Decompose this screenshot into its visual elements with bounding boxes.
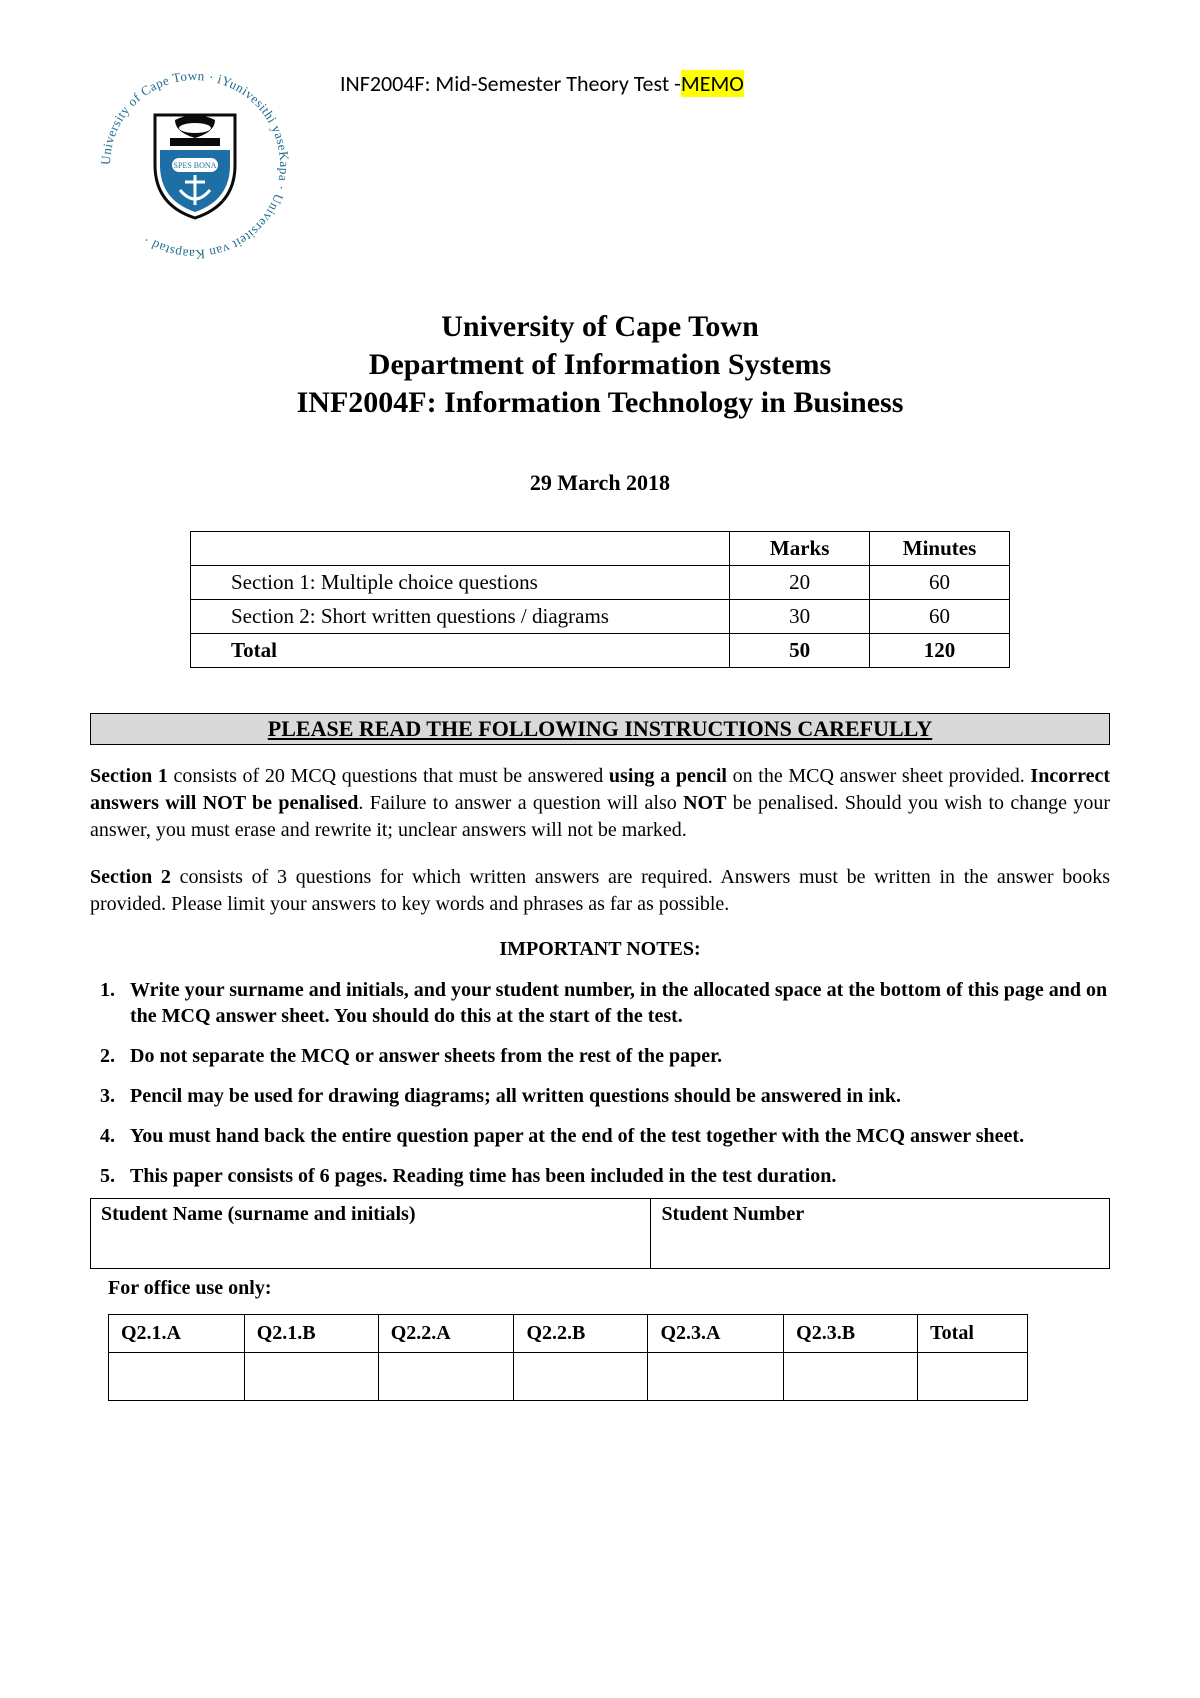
office-header-row: Q2.1.A Q2.1.B Q2.2.A Q2.2.B Q2.3.A Q2.3.… [109, 1315, 1028, 1353]
office-col: Q2.2.B [514, 1315, 648, 1353]
svg-text:SPES BONA: SPES BONA [174, 161, 217, 170]
marks-cell: 20 [730, 566, 870, 600]
total-minutes: 120 [870, 634, 1010, 668]
office-use-table: Q2.1.A Q2.1.B Q2.2.A Q2.2.B Q2.3.A Q2.3.… [108, 1314, 1028, 1401]
list-item: Pencil may be used for drawing diagrams;… [120, 1083, 1110, 1109]
title-block: University of Cape Town Department of In… [90, 310, 1110, 420]
section2-bold: Section 2 [90, 866, 171, 888]
office-col: Q2.3.B [784, 1315, 918, 1353]
office-col: Q2.1.B [244, 1315, 378, 1353]
total-marks: 50 [730, 634, 870, 668]
section-label: Section 2: Short written questions / dia… [191, 600, 730, 634]
office-col: Q2.3.A [648, 1315, 784, 1353]
office-col: Total [918, 1315, 1028, 1353]
section2-paragraph: Section 2 consists of 3 questions for wh… [90, 864, 1110, 918]
student-number-cell: Student Number [651, 1199, 1110, 1269]
section1-paragraph: Section 1 consists of 20 MCQ questions t… [90, 763, 1110, 844]
minutes-header: Minutes [870, 532, 1010, 566]
list-item: You must hand back the entire question p… [120, 1123, 1110, 1149]
marks-table: Marks Minutes Section 1: Multiple choice… [190, 531, 1010, 668]
office-col: Q2.2.A [378, 1315, 514, 1353]
shield-icon: SPES BONA [150, 110, 240, 220]
title-line-3: INF2004F: Information Technology in Busi… [90, 386, 1110, 420]
exam-date: 29 March 2018 [90, 470, 1110, 496]
list-item: Do not separate the MCQ or answer sheets… [120, 1043, 1110, 1069]
marks-table-header-row: Marks Minutes [191, 532, 1010, 566]
list-item: This paper consists of 6 pages. Reading … [120, 1163, 1110, 1189]
document-header: University of Cape Town · iYunivesithi y… [90, 60, 1110, 270]
title-line-1: University of Cape Town [90, 310, 1110, 344]
table-row: Section 1: Multiple choice questions 20 … [191, 566, 1010, 600]
table-total-row: Total 50 120 [191, 634, 1010, 668]
student-info-table: Student Name (surname and initials) Stud… [90, 1198, 1110, 1269]
instructions-heading: PLEASE READ THE FOLLOWING INSTRUCTIONS C… [90, 713, 1110, 745]
minutes-cell: 60 [870, 566, 1010, 600]
student-name-cell: Student Name (surname and initials) [91, 1199, 651, 1269]
total-label: Total [191, 634, 730, 668]
office-empty-row [109, 1353, 1028, 1401]
title-line-2: Department of Information Systems [90, 348, 1110, 382]
minutes-cell: 60 [870, 600, 1010, 634]
list-item: Write your surname and initials, and you… [120, 977, 1110, 1029]
section-label: Section 1: Multiple choice questions [191, 566, 730, 600]
important-notes-heading: IMPORTANT NOTES: [90, 938, 1110, 961]
marks-header: Marks [730, 532, 870, 566]
section1-bold: Section 1 [90, 765, 168, 787]
office-col: Q2.1.A [109, 1315, 245, 1353]
header-course-title: INF2004F: Mid-Semester Theory Test -MEMO [340, 70, 744, 97]
office-use-label: For office use only: [108, 1277, 1110, 1300]
table-row: Section 2: Short written questions / dia… [191, 600, 1010, 634]
memo-badge: MEMO [681, 70, 744, 97]
university-logo: University of Cape Town · iYunivesithi y… [90, 60, 300, 270]
header-title-text: INF2004F: Mid-Semester Theory Test - [340, 70, 681, 97]
notes-list: Write your surname and initials, and you… [90, 977, 1110, 1189]
marks-cell: 30 [730, 600, 870, 634]
